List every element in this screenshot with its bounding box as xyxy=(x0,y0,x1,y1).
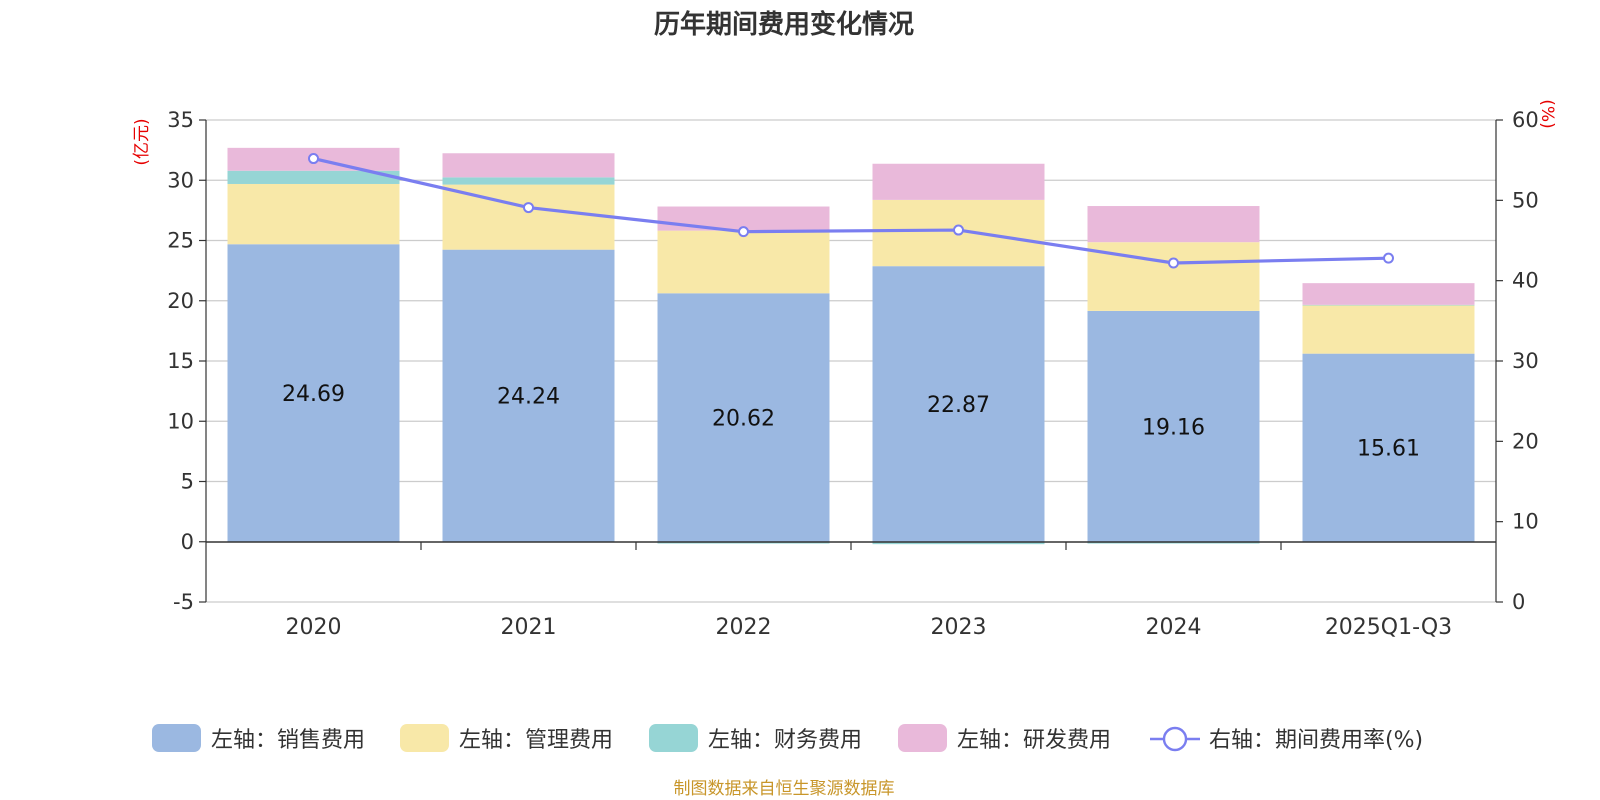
x-axis-tick-label: 2021 xyxy=(501,615,557,640)
left-axis-unit: (亿元) xyxy=(132,118,152,165)
bar-segment xyxy=(442,177,615,185)
bar-segment xyxy=(872,266,1045,542)
right-axis-tick-label: 60 xyxy=(1512,108,1539,132)
legend-swatch xyxy=(898,724,947,752)
line-point xyxy=(738,226,749,238)
legend: 左轴：销售费用 左轴：管理费用 左轴：财务费用 左轴：研发费用 右轴：期间费用率(%) xyxy=(152,724,1423,753)
bar-value-label: 19.16 xyxy=(1142,415,1205,440)
right-axis-tick-label: 40 xyxy=(1512,269,1539,293)
left-axis-tick-label: 5 xyxy=(181,470,194,494)
bar-series xyxy=(227,147,1475,545)
legend-label: 左轴：管理费用 xyxy=(459,728,613,753)
gridlines xyxy=(206,119,1496,603)
bar-segment xyxy=(872,541,1045,545)
legend-marker xyxy=(1162,726,1188,752)
line-point xyxy=(1168,257,1179,269)
bar-segment xyxy=(1087,310,1260,542)
left-axis-tick-label: 25 xyxy=(167,229,194,253)
left-axis-tick-label: 30 xyxy=(167,168,194,192)
bar-segment xyxy=(1302,305,1475,354)
bar-segment xyxy=(227,170,400,184)
bar-value-label: 22.87 xyxy=(927,393,990,418)
bar-segment xyxy=(872,163,1045,200)
left-axis-tick-label: 35 xyxy=(167,108,194,132)
left-axis-tick-label: 20 xyxy=(167,289,194,313)
right-axis-tick-label: 10 xyxy=(1512,510,1539,534)
line-point xyxy=(953,224,964,236)
legend-label: 左轴：研发费用 xyxy=(957,728,1111,753)
bar-segment xyxy=(1302,304,1475,306)
left-axis-tick-label: -5 xyxy=(173,590,194,614)
chart-title: 历年期间费用变化情况 xyxy=(654,9,914,40)
legend-swatch xyxy=(152,724,201,752)
bar-segment xyxy=(657,230,830,294)
x-axis-tick-label: 2022 xyxy=(716,615,772,640)
right-axis-tick-label: 0 xyxy=(1512,590,1525,614)
bar-segment xyxy=(657,293,830,542)
line-point xyxy=(1383,252,1394,264)
legend-swatch xyxy=(400,724,449,752)
bar-segment xyxy=(442,153,615,178)
x-axis-tick-label: 2024 xyxy=(1146,615,1202,640)
legend-label: 左轴：销售费用 xyxy=(211,728,365,753)
line-series-path xyxy=(313,157,1389,265)
x-axis-tick-label: 2020 xyxy=(286,615,342,640)
bar-segment xyxy=(1087,206,1260,243)
bar-segment xyxy=(227,183,400,245)
bar-segment xyxy=(442,249,615,542)
left-axis-tick-label: 10 xyxy=(167,409,194,433)
bar-segment xyxy=(1302,283,1475,305)
line-point xyxy=(308,153,319,165)
bar-segment xyxy=(227,244,400,542)
bar-value-label: 24.24 xyxy=(497,385,560,410)
right-axis-tick-label: 50 xyxy=(1512,188,1539,212)
x-axis-tick-label: 2023 xyxy=(931,615,987,640)
left-axis-tick-label: 15 xyxy=(167,349,194,373)
bar-value-label: 20.62 xyxy=(712,407,775,432)
axes: -5 0 5 10 15 20 25 30 35 0 10 20 30 40 50 60 2020 2021 202… xyxy=(167,108,1538,640)
bar-value-label: 24.69 xyxy=(282,382,345,407)
legend-swatch xyxy=(649,724,698,752)
right-axis-tick-label: 30 xyxy=(1512,349,1539,373)
bar-value-label: 15.61 xyxy=(1357,437,1420,462)
x-axis-tick-label: 2025Q1-Q3 xyxy=(1325,615,1452,640)
left-axis-tick-label: 0 xyxy=(181,530,194,554)
bar-labels: 24.69 24.24 20.62 22.87 19.16 15.61 xyxy=(282,382,1420,462)
line-series xyxy=(308,153,1394,269)
right-axis-tick-label: 20 xyxy=(1512,429,1539,453)
legend-label: 右轴：期间费用率(%) xyxy=(1209,728,1423,753)
source-note: 制图数据来自恒生聚源数据库 xyxy=(674,779,895,799)
line-point xyxy=(523,202,534,214)
right-axis-unit: (%) xyxy=(1537,99,1557,128)
bar-segment xyxy=(1302,353,1475,542)
legend-label: 左轴：财务费用 xyxy=(708,728,862,753)
